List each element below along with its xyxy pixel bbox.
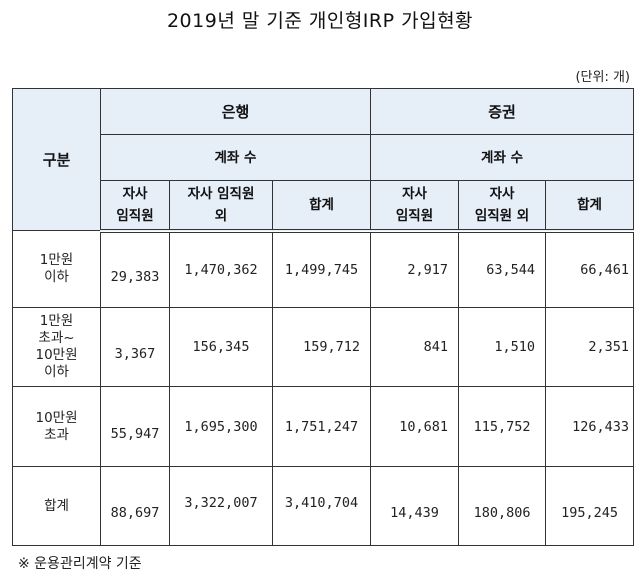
cell: 1,499,745 xyxy=(271,230,372,308)
table-row: 1만원 초과~ 10만원 이하 3,367 156,345 159,712 84… xyxy=(12,307,635,387)
sec-own-employees-header: 자사 임직원 xyxy=(370,180,460,233)
bank-own-employees-header: 자사 임직원 xyxy=(100,180,170,233)
cell: 156,345 xyxy=(169,307,273,387)
cell: 159,712 xyxy=(271,307,372,387)
cell: 66,461 xyxy=(545,230,635,308)
securities-account-count-header: 계좌 수 xyxy=(370,134,635,181)
cell: 3,367 xyxy=(100,307,170,387)
cell: 10,681 xyxy=(370,386,460,467)
securities-header: 증권 xyxy=(370,88,635,135)
cell: 1,695,300 xyxy=(169,386,273,467)
cell: 63,544 xyxy=(458,230,547,308)
cell: 14,439 xyxy=(370,466,460,546)
cell: 55,947 xyxy=(100,386,170,467)
row-label: 합계 xyxy=(12,466,101,546)
irp-subscription-table: 구분 은행 증권 계좌 수 계좌 수 자사 임직원 자사 임직원 외 합계 자사 임직… xyxy=(12,88,635,546)
cell: 3,322,007 xyxy=(169,466,273,546)
row-label: 1만원 초과~ 10만원 이하 xyxy=(12,307,101,387)
cell: 1,470,362 xyxy=(169,230,273,308)
cell: 1,510 xyxy=(458,307,547,387)
cell: 3,410,704 xyxy=(271,466,372,546)
table-row: 1만원 이하 29,383 1,470,362 1,499,745 2,917 … xyxy=(12,230,635,308)
table-row-total: 합계 88,697 3,322,007 3,410,704 14,439 180… xyxy=(12,466,635,546)
cell: 2,917 xyxy=(370,230,460,308)
bank-total-header: 합계 xyxy=(271,180,372,233)
category-header: 구분 xyxy=(12,88,101,231)
sec-non-employees-header: 자사 임직원 외 xyxy=(458,180,547,233)
cell: 2,351 xyxy=(545,307,635,387)
cell: 29,383 xyxy=(100,230,170,308)
unit-label: (단위: 개) xyxy=(575,70,630,85)
row-label: 10만원 초과 xyxy=(12,386,101,467)
table-row: 10만원 초과 55,947 1,695,300 1,751,247 10,68… xyxy=(12,386,635,467)
page-title: 2019년 말 기준 개인형IRP 가입현황 xyxy=(166,10,474,32)
cell: 115,752 xyxy=(458,386,547,467)
bank-header: 은행 xyxy=(99,88,372,135)
bank-non-employees-header: 자사 임직원 외 xyxy=(169,180,273,233)
footnote: ※ 운용관리계약 기준 xyxy=(18,556,142,572)
cell: 1,751,247 xyxy=(271,386,372,467)
cell: 88,697 xyxy=(100,466,170,546)
row-label: 1만원 이하 xyxy=(12,230,101,308)
cell: 841 xyxy=(370,307,460,387)
cell: 180,806 xyxy=(458,466,547,546)
sec-total-header: 합계 xyxy=(545,180,635,233)
cell: 126,433 xyxy=(545,386,635,467)
bank-account-count-header: 계좌 수 xyxy=(99,134,372,181)
cell: 195,245 xyxy=(545,466,635,546)
